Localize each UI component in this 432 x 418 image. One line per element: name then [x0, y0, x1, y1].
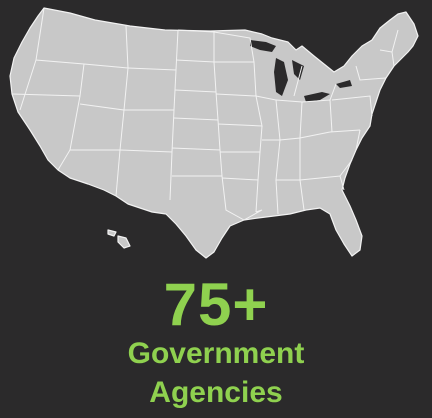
usa-states-map-icon — [9, 7, 419, 259]
hawaii-shape — [107, 229, 117, 237]
stat-label-line1: Government — [127, 337, 305, 370]
state-borders — [11, 7, 399, 221]
stat-label-line2: Agencies — [149, 376, 283, 409]
agency-count: 75+ — [163, 271, 269, 338]
hawaii-shape-2 — [117, 235, 131, 249]
contiguous-us-shape — [9, 7, 419, 259]
usa-map — [9, 7, 419, 259]
